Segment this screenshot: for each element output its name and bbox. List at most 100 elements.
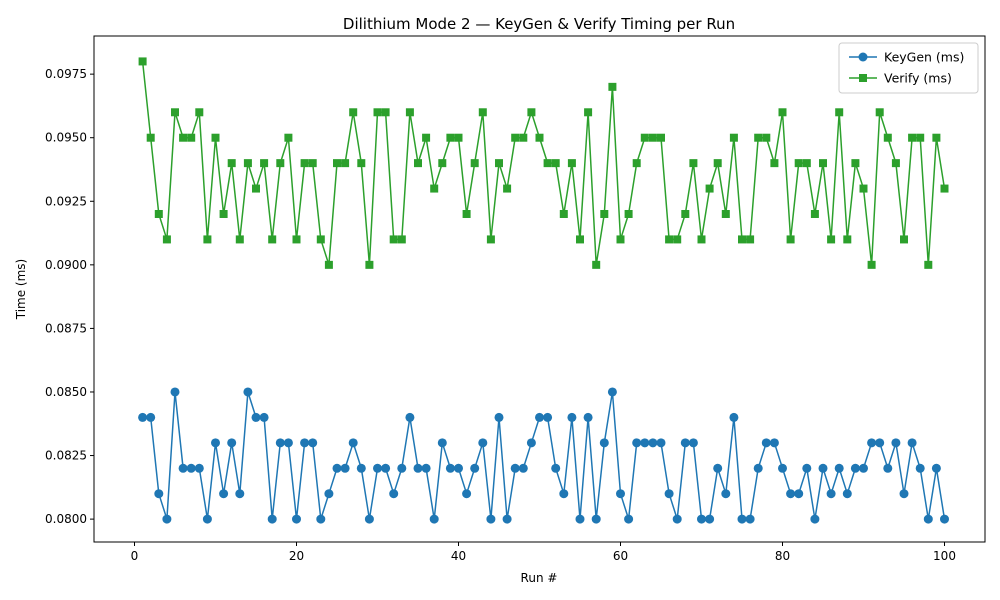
data-point-verify bbox=[762, 133, 771, 142]
data-point-keygen bbox=[405, 412, 415, 422]
x-tick-label: 60 bbox=[613, 549, 628, 563]
data-point-keygen bbox=[138, 412, 148, 422]
data-point-keygen bbox=[737, 514, 747, 524]
data-point-keygen bbox=[583, 412, 593, 422]
data-point-keygen bbox=[243, 387, 253, 397]
data-point-verify bbox=[195, 108, 204, 117]
data-point-keygen bbox=[688, 438, 698, 448]
data-point-verify bbox=[138, 57, 147, 66]
data-point-verify bbox=[576, 235, 584, 244]
data-point-verify bbox=[559, 209, 568, 218]
data-point-keygen bbox=[292, 514, 301, 524]
data-point-verify bbox=[211, 133, 220, 142]
data-point-keygen bbox=[275, 438, 285, 448]
data-point-keygen bbox=[462, 489, 472, 499]
data-point-keygen bbox=[745, 514, 755, 524]
x-axis-title: Run # bbox=[521, 571, 558, 585]
data-point-verify bbox=[827, 235, 836, 244]
data-point-verify bbox=[260, 159, 269, 168]
x-tick-label: 40 bbox=[451, 549, 466, 563]
data-point-verify bbox=[940, 184, 949, 193]
data-point-verify bbox=[697, 235, 706, 244]
data-point-verify bbox=[397, 235, 406, 244]
series-keygen bbox=[138, 387, 949, 524]
data-point-keygen bbox=[470, 463, 480, 473]
legend-keygen-marker bbox=[858, 52, 868, 62]
data-point-keygen bbox=[697, 514, 706, 524]
series-layer bbox=[138, 57, 949, 524]
data-point-keygen bbox=[778, 463, 787, 473]
data-point-keygen bbox=[429, 514, 439, 524]
data-point-keygen bbox=[227, 438, 237, 448]
data-point-keygen bbox=[632, 438, 642, 448]
x-axis: 0 20 40 60 80 100 bbox=[131, 542, 956, 563]
data-point-keygen bbox=[891, 438, 901, 448]
y-tick-label: 0.0875 bbox=[45, 321, 87, 335]
data-point-keygen bbox=[535, 412, 544, 422]
data-point-verify bbox=[146, 133, 155, 142]
data-point-keygen bbox=[713, 463, 723, 473]
data-point-verify bbox=[584, 108, 593, 117]
data-point-keygen bbox=[640, 438, 650, 448]
data-point-verify bbox=[503, 184, 512, 193]
data-point-verify bbox=[284, 133, 293, 142]
data-point-verify bbox=[430, 184, 439, 193]
data-point-keygen bbox=[859, 463, 868, 473]
data-point-verify bbox=[640, 133, 649, 142]
data-point-keygen bbox=[591, 514, 601, 524]
legend-frame bbox=[838, 42, 979, 94]
data-point-verify bbox=[535, 133, 544, 142]
data-point-verify bbox=[883, 133, 892, 142]
data-point-verify bbox=[462, 209, 471, 218]
data-point-keygen bbox=[202, 514, 212, 524]
data-point-keygen bbox=[672, 514, 682, 524]
data-point-keygen bbox=[364, 514, 374, 524]
data-point-verify bbox=[729, 133, 738, 142]
data-point-keygen bbox=[915, 463, 925, 473]
data-point-verify bbox=[543, 159, 552, 168]
legend-keygen-label: KeyGen (ms) bbox=[884, 50, 964, 65]
data-point-verify bbox=[843, 235, 852, 244]
data-point-keygen bbox=[308, 438, 318, 448]
data-point-keygen bbox=[373, 463, 382, 473]
data-point-keygen bbox=[786, 489, 796, 499]
data-point-keygen bbox=[616, 489, 625, 499]
data-point-verify bbox=[924, 260, 933, 269]
data-point-verify bbox=[673, 235, 682, 244]
data-point-keygen bbox=[356, 463, 366, 473]
data-point-verify bbox=[810, 209, 819, 218]
data-point-keygen bbox=[656, 438, 666, 448]
data-point-verify bbox=[414, 159, 422, 168]
plot-area bbox=[93, 35, 986, 543]
data-point-keygen bbox=[810, 514, 820, 524]
x-tick-label: 20 bbox=[289, 549, 304, 563]
data-point-verify bbox=[252, 184, 260, 193]
data-point-keygen bbox=[413, 463, 423, 473]
data-point-keygen bbox=[251, 412, 261, 422]
data-point-verify bbox=[851, 159, 860, 168]
data-point-verify bbox=[859, 184, 868, 193]
data-point-verify bbox=[721, 209, 730, 218]
data-point-keygen bbox=[721, 489, 731, 499]
y-tick-label: 0.0925 bbox=[45, 194, 87, 208]
data-point-verify bbox=[592, 260, 601, 269]
data-point-keygen bbox=[259, 412, 269, 422]
data-point-keygen bbox=[437, 438, 447, 448]
chart-title: Dilithium Mode 2 — KeyGen & Verify Timin… bbox=[343, 15, 735, 33]
x-tick-label: 100 bbox=[933, 549, 956, 563]
data-point-keygen bbox=[867, 438, 877, 448]
data-point-verify bbox=[705, 184, 714, 193]
data-point-verify bbox=[713, 159, 722, 168]
data-point-keygen bbox=[729, 412, 739, 422]
data-point-verify bbox=[357, 159, 366, 168]
y-axis-title: Time (ms) bbox=[14, 259, 28, 321]
data-point-verify bbox=[422, 133, 431, 142]
data-point-keygen bbox=[283, 438, 293, 448]
data-point-keygen bbox=[219, 489, 229, 499]
data-point-verify bbox=[300, 159, 309, 168]
data-point-verify bbox=[162, 235, 171, 244]
data-point-keygen bbox=[705, 514, 715, 524]
data-point-verify bbox=[608, 82, 617, 91]
data-point-verify bbox=[154, 209, 163, 218]
